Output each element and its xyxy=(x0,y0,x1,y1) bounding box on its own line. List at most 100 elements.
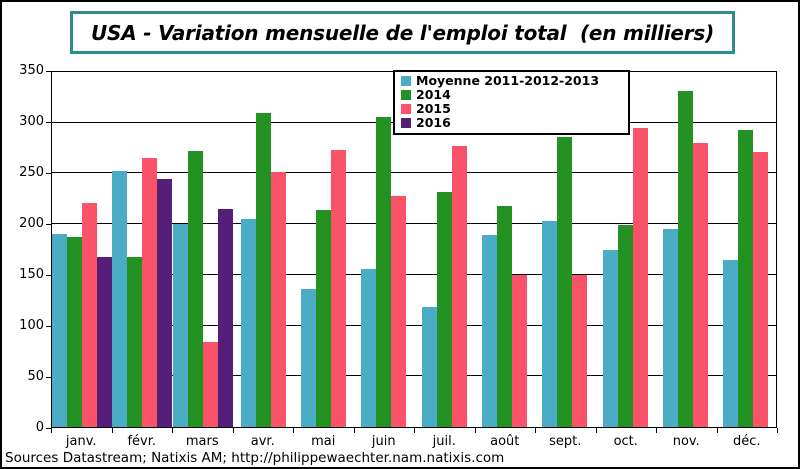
bar xyxy=(315,209,331,427)
bar xyxy=(172,224,188,427)
x-axis-tick xyxy=(353,428,355,433)
legend-swatch-2014-icon xyxy=(401,90,411,100)
bar xyxy=(361,268,377,427)
y-axis-tick xyxy=(46,326,51,327)
bar-group-5 xyxy=(293,72,353,427)
legend-swatch-2016-icon xyxy=(401,118,411,128)
bar-groups xyxy=(52,72,776,427)
legend-swatch-2015-icon xyxy=(401,104,411,114)
bar xyxy=(617,225,633,427)
x-axis-tick xyxy=(414,428,415,433)
bar xyxy=(97,256,113,427)
y-axis-tick xyxy=(46,428,51,429)
x-axis-label-8: août xyxy=(490,434,520,449)
chart-title: USA - Variation mensuelle de l'emploi to… xyxy=(90,20,715,45)
x-axis-tick xyxy=(111,428,113,433)
legend-row-2015: 2015 xyxy=(401,102,624,116)
x-axis-label-5: mai xyxy=(311,434,336,449)
bar-group-10 xyxy=(595,72,655,427)
y-axis-tick xyxy=(46,71,51,72)
x-axis-tick xyxy=(656,428,657,433)
bar xyxy=(572,274,588,427)
bar xyxy=(255,112,271,427)
bar xyxy=(376,116,392,427)
bar xyxy=(481,235,497,427)
legend-swatch-moyenne-icon xyxy=(401,76,411,86)
bar-group-9 xyxy=(535,72,595,427)
bar xyxy=(723,259,739,427)
bar xyxy=(67,237,83,427)
y-axis-tick xyxy=(46,377,51,378)
x-axis-tick xyxy=(535,428,536,433)
y-axis-label-100: 100 xyxy=(19,318,44,333)
bar xyxy=(511,274,527,427)
bar xyxy=(391,195,407,427)
bar xyxy=(217,208,233,427)
x-axis-label-4: avr. xyxy=(250,434,275,449)
y-axis-tick xyxy=(46,122,51,123)
x-axis-label-2: févr. xyxy=(127,434,157,449)
x-axis-tick xyxy=(293,428,294,433)
y-axis-label-50: 50 xyxy=(27,369,44,384)
gridline-200 xyxy=(52,223,776,225)
bar xyxy=(52,234,68,427)
bar-group-6 xyxy=(354,72,414,427)
legend-label-2016: 2016 xyxy=(416,115,451,130)
gridline-250 xyxy=(52,172,776,174)
bar xyxy=(157,178,173,427)
bar xyxy=(82,202,98,427)
x-axis-label-9: sept. xyxy=(549,434,582,449)
gridline-50 xyxy=(52,375,776,377)
bar-group-7 xyxy=(414,72,474,427)
x-axis-label-7: juil. xyxy=(432,434,456,449)
bar xyxy=(557,136,573,427)
y-axis-tick xyxy=(46,173,51,174)
bar xyxy=(753,152,769,427)
bar xyxy=(451,146,467,427)
bar-group-4 xyxy=(233,72,293,427)
x-axis-tick xyxy=(172,428,173,433)
bar xyxy=(662,229,678,427)
bar-group-3 xyxy=(172,72,233,427)
legend-row-moyenne: Moyenne 2011-2012-2013 xyxy=(401,74,624,88)
legend: Moyenne 2011-2012-2013 2014 2015 2016 xyxy=(393,70,630,135)
bar xyxy=(202,341,218,427)
bar xyxy=(112,171,128,427)
y-axis-label-350: 350 xyxy=(19,63,44,78)
bar xyxy=(300,289,316,427)
bar-group-1 xyxy=(52,72,113,427)
y-axis-label-250: 250 xyxy=(19,165,44,180)
x-axis-label-11: nov. xyxy=(672,434,700,449)
bar xyxy=(240,219,256,427)
legend-row-2016: 2016 xyxy=(401,116,624,130)
bar xyxy=(421,307,437,427)
legend-label-2014: 2014 xyxy=(416,87,451,102)
bar xyxy=(436,191,452,427)
x-axis-label-12: déc. xyxy=(732,434,761,449)
x-axis-label-10: oct. xyxy=(613,434,638,449)
bar xyxy=(738,129,754,427)
bar xyxy=(542,221,558,427)
x-axis-tick xyxy=(716,428,718,433)
y-axis-label-200: 200 xyxy=(19,216,44,231)
x-axis-tick xyxy=(595,428,597,433)
bar-group-2 xyxy=(112,72,173,427)
y-axis-tick xyxy=(46,275,51,276)
gridline-100 xyxy=(52,324,776,326)
bar xyxy=(142,158,158,427)
x-axis-tick xyxy=(777,428,778,433)
bar xyxy=(692,143,708,427)
bar xyxy=(127,256,143,427)
bar xyxy=(187,151,203,427)
legend-label-moyenne: Moyenne 2011-2012-2013 xyxy=(416,73,600,88)
x-axis-label-3: mars xyxy=(185,434,219,449)
source-text: Sources Datastream; Natixis AM; http://p… xyxy=(5,450,505,466)
bar xyxy=(632,127,648,427)
bar-group-11 xyxy=(655,72,715,427)
bar-group-12 xyxy=(716,72,776,427)
legend-label-2015: 2015 xyxy=(416,101,451,116)
x-axis-tick xyxy=(232,428,234,433)
x-axis-tick xyxy=(51,428,52,433)
bar xyxy=(270,172,286,427)
